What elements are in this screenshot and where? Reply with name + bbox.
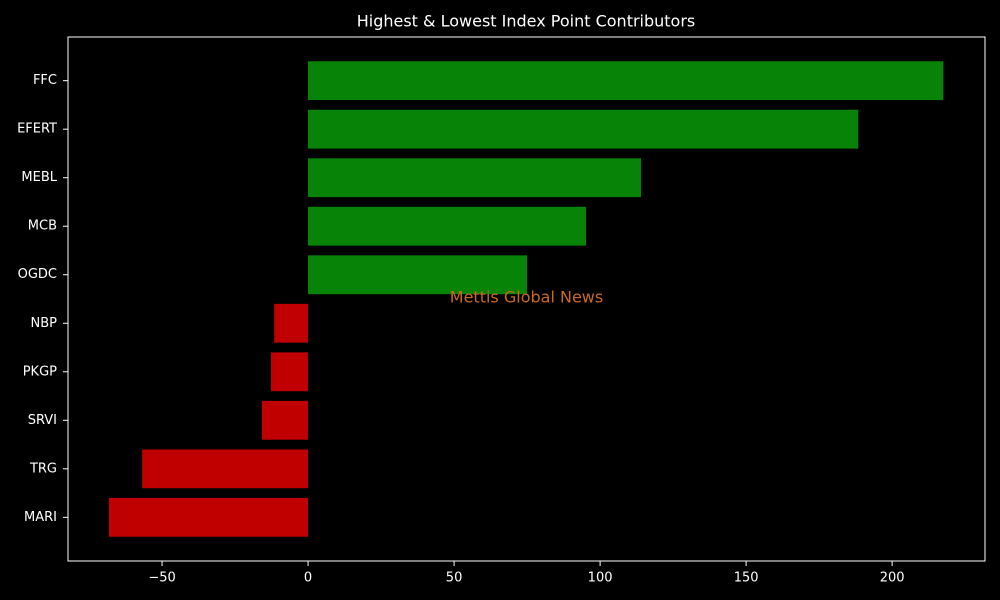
bar <box>308 109 859 149</box>
y-tick-label: TRG <box>29 461 57 476</box>
bar <box>308 158 641 198</box>
chart-title: Highest & Lowest Index Point Contributor… <box>357 12 696 31</box>
bar <box>308 206 587 246</box>
bar <box>270 352 309 392</box>
bar <box>108 497 309 537</box>
y-tick-label: MEBL <box>21 170 57 185</box>
bar <box>308 255 528 295</box>
x-tick-label: −50 <box>148 571 175 586</box>
watermark: Mettis Global News <box>450 288 603 307</box>
bar <box>142 449 309 489</box>
y-tick-label: EFERT <box>17 122 57 137</box>
y-tick-label: NBP <box>31 316 58 331</box>
bar <box>261 400 309 440</box>
y-tick-label: PKGP <box>23 364 57 379</box>
x-tick-label: 100 <box>588 571 613 586</box>
y-tick-label: FFC <box>33 73 57 88</box>
x-tick-label: 0 <box>304 571 312 586</box>
y-tick-label: MARI <box>24 510 57 525</box>
bar <box>308 61 944 101</box>
y-tick-label: MCB <box>28 219 57 234</box>
plot-frame <box>67 36 986 562</box>
y-tick-label: OGDC <box>18 267 57 282</box>
x-tick-label: 150 <box>734 571 759 586</box>
x-tick-label: 50 <box>446 571 463 586</box>
bar <box>274 303 309 343</box>
x-tick-label: 200 <box>880 571 905 586</box>
y-tick-label: SRVI <box>28 413 57 428</box>
